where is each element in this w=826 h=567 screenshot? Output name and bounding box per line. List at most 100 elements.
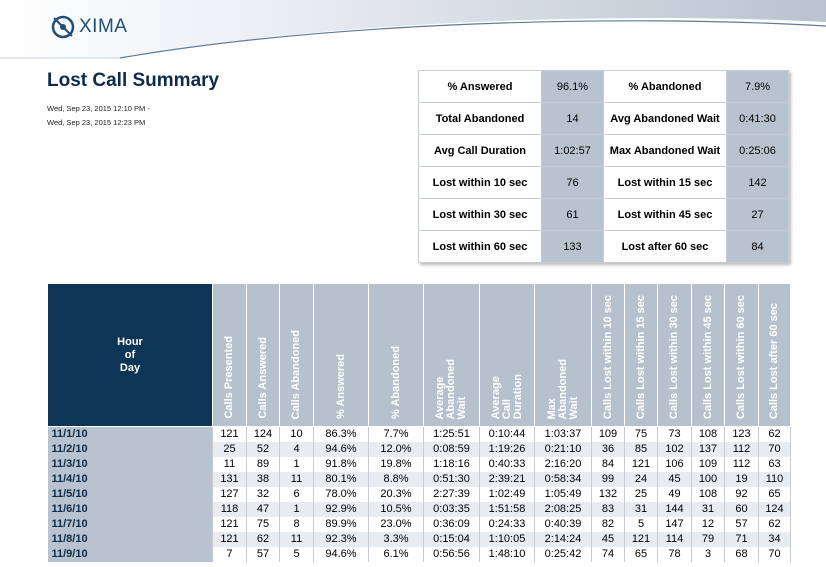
- table-cell: 83: [591, 502, 625, 517]
- summary-label: % Answered: [418, 70, 542, 103]
- table-cell: 62: [758, 426, 791, 442]
- summary-row: Lost within 30 sec 61 Lost within 45 sec 27: [418, 198, 789, 231]
- table-cell: 20.3%: [368, 487, 424, 502]
- table-cell: 75: [246, 517, 280, 532]
- summary-label: Lost within 30 sec: [418, 198, 542, 231]
- table-cell: 85: [624, 442, 658, 457]
- column-header: Calls Abandoned: [279, 283, 314, 427]
- table-cell: 25: [212, 442, 247, 457]
- column-header-line: Calls Lost within 45 sec: [701, 294, 714, 419]
- table-row: 11/9/10 7 57 5 94.6% 6.1% 0:56:56 1:48:10 0:25:4…: [47, 547, 791, 562]
- table-cell: 38: [246, 472, 280, 487]
- row-date: 11/8/10: [47, 532, 213, 547]
- table-cell: 144: [657, 502, 692, 517]
- table-cell: 45: [657, 472, 692, 487]
- table-cell: 108: [691, 426, 725, 442]
- table-cell: 0:10:44: [479, 426, 535, 442]
- column-header-line: Calls Lost after 60 sec: [768, 302, 780, 419]
- summary-value: 96.1%: [541, 70, 604, 103]
- table-cell: 147: [657, 517, 692, 532]
- summary-value: 0:25:06: [726, 134, 789, 167]
- table-cell: 0:58:34: [534, 472, 592, 487]
- table-cell: 121: [212, 532, 247, 547]
- row-date: 11/4/10: [47, 472, 213, 487]
- column-header-line: Calls Presented: [223, 336, 235, 419]
- table-cell: 7.7%: [368, 426, 424, 442]
- column-header-line: % Abandoned: [389, 346, 402, 419]
- hour-header-line: Day: [119, 361, 141, 374]
- table-cell: 2:14:24: [534, 532, 592, 547]
- table-cell: 1:25:51: [423, 426, 480, 442]
- row-date: 11/5/10: [47, 487, 213, 502]
- table-cell: 112: [724, 457, 759, 472]
- column-header: Calls Lost within 45 sec: [691, 283, 725, 427]
- table-cell: 62: [246, 532, 280, 547]
- table-cell: 124: [758, 502, 791, 517]
- table-cell: 108: [691, 487, 725, 502]
- table-row: 11/5/10 127 32 6 78.0% 20.3% 2:27:39 1:02:49 1:0…: [47, 487, 791, 502]
- table-cell: 57: [724, 517, 759, 532]
- table-cell: 31: [624, 502, 658, 517]
- table-cell: 99: [591, 472, 625, 487]
- summary-label: Total Abandoned: [418, 102, 542, 135]
- table-cell: 10: [279, 426, 314, 442]
- hourly-table: Hour of Day Calls Presented Calls Answere…: [47, 283, 791, 562]
- column-header-line: Wait: [567, 396, 580, 419]
- table-cell: 70: [758, 442, 791, 457]
- hour-of-day-header: Hour of Day: [47, 283, 213, 427]
- table-cell: 118: [212, 502, 247, 517]
- table-cell: 65: [624, 547, 658, 562]
- column-header-line: Calls Lost within 15 sec: [634, 294, 647, 419]
- summary-row: % Answered 96.1%% Abandoned 7.9%: [418, 70, 789, 103]
- table-cell: 94.6%: [313, 442, 369, 457]
- summary-value: 61: [541, 198, 604, 231]
- table-cell: 52: [246, 442, 280, 457]
- table-cell: 78.0%: [313, 487, 369, 502]
- table-cell: 0:36:09: [423, 517, 480, 532]
- table-cell: 106: [657, 457, 692, 472]
- table-row: 11/7/10 121 75 8 89.9% 23.0% 0:36:09 0:24:33 0:4…: [47, 517, 791, 532]
- summary-value: 133: [541, 230, 604, 263]
- table-cell: 11: [279, 472, 314, 487]
- table-cell: 0:03:35: [423, 502, 480, 517]
- table-cell: 1:10:05: [479, 532, 535, 547]
- xima-logo: XIMA: [50, 14, 127, 40]
- table-cell: 86.3%: [313, 426, 369, 442]
- table-cell: 94.6%: [313, 547, 369, 562]
- summary-row: Total Abandoned 14 Avg Abandoned Wait 0:41:…: [418, 102, 789, 135]
- table-cell: 0:40:33: [479, 457, 535, 472]
- table-cell: 65: [758, 487, 791, 502]
- table-cell: 60: [724, 502, 759, 517]
- table-row: 11/8/10 121 62 11 92.3% 3.3% 0:15:04 1:10:05 2:1…: [47, 532, 791, 547]
- column-header: % Answered: [313, 283, 369, 427]
- table-cell: 5: [279, 547, 314, 562]
- column-header: Calls Lost within 15 sec: [624, 283, 658, 427]
- table-cell: 121: [624, 532, 658, 547]
- column-header-line: Calls Abandoned: [290, 329, 302, 419]
- summary-value: 84: [726, 230, 789, 263]
- table-cell: 110: [758, 472, 791, 487]
- summary-label: Lost within 10 sec: [418, 166, 542, 199]
- table-cell: 92.3%: [313, 532, 369, 547]
- table-cell: 137: [691, 442, 725, 457]
- table-cell: 5: [624, 517, 658, 532]
- table-cell: 24: [624, 472, 658, 487]
- table-cell: 1: [279, 457, 314, 472]
- summary-value: 27: [726, 198, 789, 231]
- table-cell: 6: [279, 487, 314, 502]
- summary-value: 0:41:30: [726, 102, 789, 135]
- table-cell: 8: [279, 517, 314, 532]
- table-cell: 121: [212, 517, 247, 532]
- summary-label: Avg Abandoned Wait: [603, 102, 727, 135]
- table-cell: 2:16:20: [534, 457, 592, 472]
- table-cell: 80.1%: [313, 472, 369, 487]
- date-to: Wed, Sep 23, 2015 12:23 PM: [47, 118, 146, 127]
- report-title: Lost Call Summary: [47, 70, 220, 91]
- table-cell: 1:03:37: [534, 426, 592, 442]
- table-cell: 84: [591, 457, 625, 472]
- table-cell: 7: [212, 547, 247, 562]
- column-header-line: Call: [500, 398, 513, 419]
- table-cell: 1:48:10: [479, 547, 535, 562]
- table-cell: 112: [724, 442, 759, 457]
- date-range: Wed, Sep 23, 2015 12:10 PM - Wed, Sep 23…: [47, 102, 150, 130]
